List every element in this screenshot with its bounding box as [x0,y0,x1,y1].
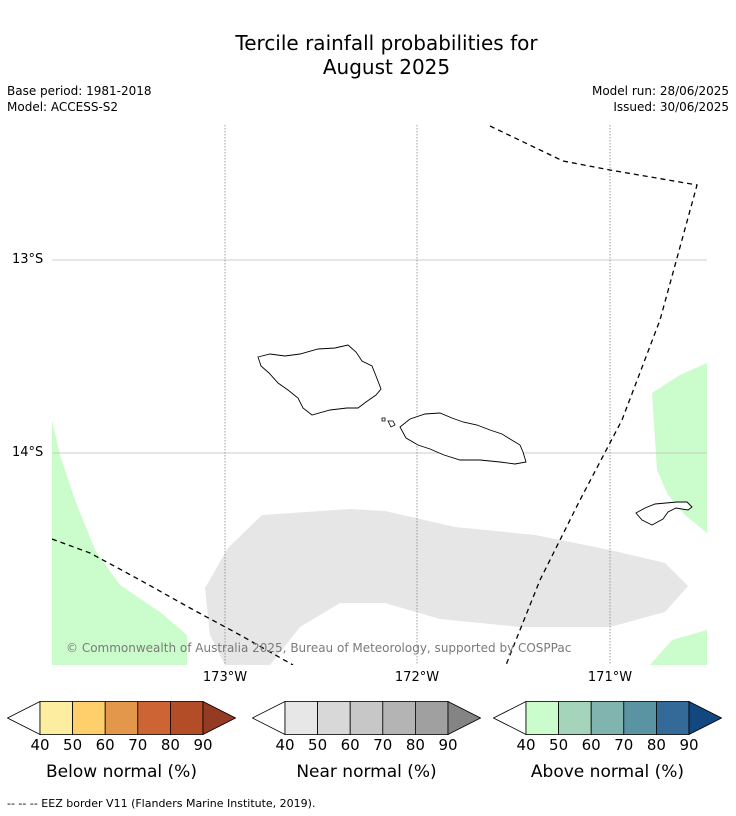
colorbar-above-segment [558,701,592,735]
colorbar-near-segment [284,701,318,735]
colorbar-near-tick-label: 90 [438,736,458,754]
colorbar-above-tick-label: 40 [516,736,536,754]
island-savaii [257,344,382,416]
colorbar-near-tick-label: 60 [340,736,360,754]
colorbar-below-tick-label: 40 [30,736,50,754]
colorbar-near-segment [349,701,384,735]
base-period: Base period: 1981-2018 [7,84,152,98]
copyright-note: © Commonwealth of Australia 2025, Bureau… [66,641,572,655]
island-apolima [381,417,386,422]
colorbar-above-segment [590,701,625,735]
model-run: Model run: 28/06/2025 [591,84,729,98]
colorbar-near-segment [382,701,416,735]
lon-label-172w: 172°W [394,670,440,685]
colorbar-above-under-triangle [493,701,527,735]
colorbar-below-normal [7,701,236,735]
island-tutuila [635,501,693,526]
colorbar-near-under-triangle [252,701,286,735]
island-upolu [399,412,527,465]
colorbar-below-segment [39,701,73,735]
above-normal-area-southeast [650,630,707,665]
colorbar-below-segment [72,701,106,735]
colorbar-near-segment [317,701,351,735]
colorbar-above-over-triangle [688,701,722,735]
colorbar-below-tick-label: 50 [63,736,83,754]
colorbar-below-svg [7,701,236,735]
lon-label-171w: 171°W [587,670,633,685]
colorbar-below-tick-label: 70 [128,736,148,754]
colorbar-below-tick-label: 60 [95,736,115,754]
colorbar-below-under-triangle [7,701,41,735]
eez-border-northeast [489,125,698,665]
colorbar-above-tick-label: 60 [581,736,601,754]
colorbar-above-tick-label: 90 [679,736,699,754]
colorbar-above-segment [525,701,559,735]
near-normal-area [205,509,688,665]
colorbar-above-normal [493,701,722,735]
colorbar-below-segment [104,701,139,735]
lon-label-173w: 173°W [202,670,248,685]
colorbar-below-segment [137,701,171,735]
lat-label-14s: 14°S [12,445,44,460]
colorbar-below-tick-label: 90 [193,736,213,754]
colorbar-above-tick-label: 80 [646,736,666,754]
colorbar-near-normal [252,701,481,735]
rainfall-map [52,125,707,665]
colorbar-near-tick-label: 70 [373,736,393,754]
colorbar-above-segment [655,701,690,735]
above-normal-area-west [52,420,187,665]
colorbar-below-tick-label: 80 [160,736,180,754]
colorbar-near-svg [252,701,481,735]
colorbar-above-tick-label: 70 [614,736,634,754]
issued-date: Issued: 30/06/2025 [613,100,729,114]
colorbar-near-tick-label: 80 [405,736,425,754]
meta-right: Model run: 28/06/2025 Issued: 30/06/2025 [592,83,729,115]
above-normal-area-east [652,363,707,533]
colorbar-above-segment [623,701,657,735]
colorbar-below-segment [169,701,204,735]
colorbar-title-above: Above normal (%) [530,762,685,782]
colorbar-title-near: Near normal (%) [296,762,437,782]
colorbar-above-svg [493,701,722,735]
colorbar-below-over-triangle [202,701,236,735]
colorbar-near-tick-label: 40 [275,736,295,754]
map-title-line1: Tercile rainfall probabilities for [235,31,538,55]
colorbar-near-over-triangle [447,701,481,735]
colorbar-title-below: Below normal (%) [46,762,197,782]
eez-footnote: -- -- -- EEZ border V11 (Flanders Marine… [7,797,316,810]
meta-left: Base period: 1981-2018 Model: ACCESS-S2 [7,83,152,115]
map-title-line2: August 2025 [322,55,451,79]
lat-label-13s: 13°S [12,252,44,267]
map-title: Tercile rainfall probabilities for Augus… [0,31,736,79]
colorbar-near-segment [414,701,449,735]
colorbar-near-tick-label: 50 [308,736,328,754]
island-manono [387,420,396,428]
colorbar-above-tick-label: 50 [549,736,569,754]
model-name: Model: ACCESS-S2 [7,100,119,114]
